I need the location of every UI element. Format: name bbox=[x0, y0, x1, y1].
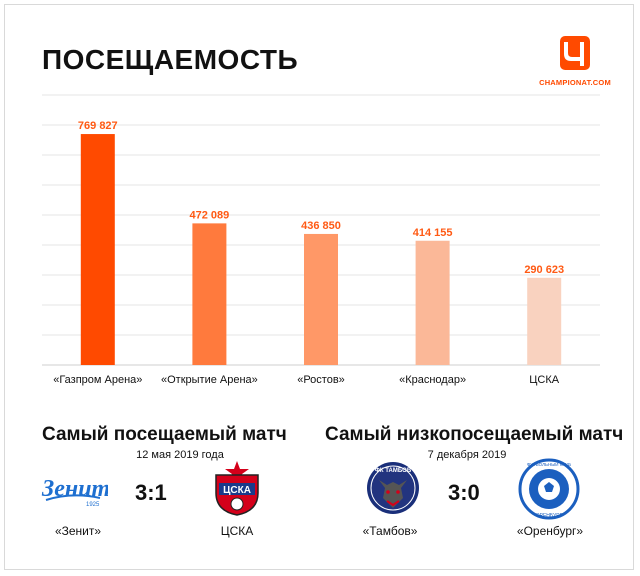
bar-value-label: 414 155 bbox=[413, 227, 453, 239]
page-title: ПОСЕЩАЕМОСТЬ bbox=[42, 44, 299, 75]
bar bbox=[80, 134, 115, 365]
bar bbox=[415, 240, 450, 365]
svg-text:ОРЕНБУРГ: ОРЕНБУРГ bbox=[536, 513, 563, 519]
cska-logo-icon: ЦСКА bbox=[210, 459, 264, 522]
category-label: «Ростов» bbox=[297, 374, 345, 386]
least-attended-score: 3:0 bbox=[448, 480, 480, 505]
svg-text:1925: 1925 bbox=[86, 502, 100, 508]
bar bbox=[192, 223, 227, 365]
category-label: «Открытие Арена» bbox=[161, 374, 258, 386]
zenit-logo-icon: Зенит 1925 bbox=[38, 470, 110, 515]
most-attended-away-team: ЦСКА bbox=[220, 524, 254, 538]
most-attended-date: 12 мая 2019 года bbox=[136, 449, 224, 461]
most-attended-score: 3:1 bbox=[135, 480, 167, 505]
most-attended-home-team: «Зенит» bbox=[54, 524, 102, 538]
category-label: ЦСКА bbox=[529, 374, 559, 386]
tambov-logo-icon: ФК ТАМБОВ bbox=[365, 458, 421, 525]
least-attended-title: Самый низкопосещаемый матч bbox=[325, 424, 624, 445]
least-attended-away-team: «Оренбург» bbox=[516, 524, 584, 538]
category-label: «Газпром Арена» bbox=[53, 374, 142, 386]
bar-value-label: 472 089 bbox=[190, 209, 230, 221]
championat-logo-icon bbox=[560, 36, 590, 70]
svg-text:ЦСКА: ЦСКА bbox=[223, 485, 251, 496]
bar bbox=[304, 233, 338, 365]
svg-text:ФУТБОЛЬНЫЙ КЛУБ: ФУТБОЛЬНЫЙ КЛУБ bbox=[527, 460, 571, 467]
least-attended-date: 7 декабря 2019 bbox=[427, 449, 507, 461]
championat-logo: CHAMPIONAT.COM bbox=[538, 34, 612, 92]
attendance-bar-chart: 769 827 «Газпром Арена» 472 089 «Открытие А… bbox=[42, 94, 600, 386]
bar-value-label: 290 623 bbox=[524, 264, 564, 276]
most-attended-title: Самый посещаемый матч bbox=[42, 424, 287, 445]
svg-text:ФК ТАМБОВ: ФК ТАМБОВ bbox=[375, 468, 412, 474]
least-attended-home-team: «Тамбов» bbox=[362, 524, 418, 538]
bar-value-label: 436 850 bbox=[301, 220, 341, 232]
orenburg-logo-icon: ФУТБОЛЬНЫЙ КЛУБ ОРЕНБУРГ bbox=[518, 458, 580, 525]
category-label: «Краснодар» bbox=[399, 374, 466, 386]
bar-value-label: 769 827 bbox=[78, 120, 118, 132]
brand-label: CHAMPIONAT.COM bbox=[539, 78, 611, 87]
bar bbox=[527, 277, 562, 365]
